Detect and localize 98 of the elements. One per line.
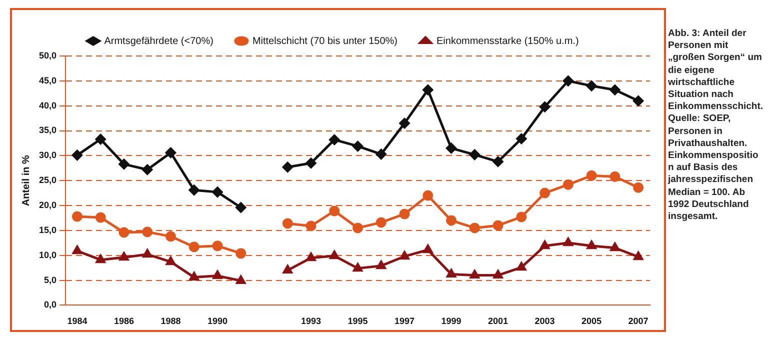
point bbox=[610, 84, 620, 96]
point bbox=[633, 182, 644, 193]
y-tick-label: 45,0 bbox=[38, 75, 57, 86]
legend-label: Einkommensstarke (150% u.m.) bbox=[436, 36, 579, 47]
point bbox=[118, 158, 130, 170]
point bbox=[330, 250, 340, 260]
point bbox=[376, 217, 386, 228]
point bbox=[586, 240, 596, 250]
point bbox=[166, 256, 176, 266]
point bbox=[492, 156, 504, 167]
y-tick-label: 15,0 bbox=[38, 224, 57, 235]
point bbox=[306, 220, 316, 232]
point bbox=[400, 251, 410, 260]
point bbox=[72, 150, 82, 160]
point bbox=[633, 96, 644, 106]
point bbox=[118, 227, 130, 238]
x-tick-label: 1999 bbox=[441, 316, 462, 326]
x-tick-label: 1990 bbox=[207, 316, 228, 326]
point bbox=[282, 265, 292, 274]
point bbox=[72, 246, 82, 254]
point bbox=[306, 252, 316, 262]
point bbox=[282, 218, 293, 229]
point bbox=[470, 270, 480, 279]
point bbox=[352, 222, 364, 234]
point bbox=[236, 248, 246, 259]
y-tick-label: 10,0 bbox=[38, 250, 57, 260]
point bbox=[188, 242, 200, 252]
point bbox=[212, 186, 223, 198]
point bbox=[142, 249, 152, 258]
point bbox=[540, 188, 550, 198]
point bbox=[469, 222, 480, 234]
x-tick-label: 1986 bbox=[114, 316, 134, 326]
x-tick-label: 2001 bbox=[488, 316, 508, 326]
point bbox=[469, 149, 480, 160]
point bbox=[95, 212, 106, 223]
point bbox=[586, 80, 597, 92]
point bbox=[610, 171, 620, 182]
point bbox=[540, 240, 550, 250]
point bbox=[446, 142, 457, 154]
point bbox=[610, 242, 620, 252]
point bbox=[119, 252, 129, 261]
y-tick-label: 5,0 bbox=[44, 274, 57, 285]
point bbox=[212, 240, 223, 252]
y-tick-label: 25,0 bbox=[38, 175, 57, 186]
x-tick-label: 2007 bbox=[628, 316, 648, 326]
y-tick-label: 50,0 bbox=[38, 50, 57, 60]
point bbox=[165, 147, 176, 158]
y-tick-label: 0,0 bbox=[44, 300, 57, 310]
point bbox=[399, 208, 410, 220]
x-tick-label: 2005 bbox=[582, 316, 602, 326]
point bbox=[422, 84, 434, 96]
point bbox=[516, 262, 526, 271]
point bbox=[376, 260, 386, 270]
point bbox=[142, 164, 153, 175]
point bbox=[562, 179, 574, 190]
point bbox=[329, 206, 340, 216]
y-axis-title: Anteil in % bbox=[20, 154, 32, 206]
point bbox=[96, 254, 106, 264]
x-tick-label: 1988 bbox=[160, 316, 181, 326]
point bbox=[72, 211, 82, 222]
point bbox=[165, 231, 176, 242]
legend-label: Armtsgefährdete (<70%) bbox=[104, 36, 214, 47]
point bbox=[516, 133, 527, 144]
point bbox=[189, 272, 199, 281]
point bbox=[493, 270, 503, 279]
point bbox=[423, 244, 433, 254]
legend-label: Mittelschicht (70 bis unter 150%) bbox=[252, 36, 398, 47]
point bbox=[282, 162, 293, 172]
x-tick-label: 1993 bbox=[300, 316, 322, 326]
point bbox=[634, 252, 644, 260]
x-tick-label: 1997 bbox=[394, 316, 415, 326]
point bbox=[563, 238, 573, 246]
point bbox=[422, 190, 434, 201]
point bbox=[540, 102, 550, 112]
text: Abb. 3: Anteil der Personen mit „großen Sorgen“ um die eigene wirtschaftliche Situation nach Einkommensschicht. Quelle: SOEP, Personen in Privathaushalten. Einkommensposition auf Basis des jahresspezifischen Median = 100. Ab 1992 Deutschland insgesamt. bbox=[668, 28, 764, 222]
point bbox=[236, 276, 246, 284]
point bbox=[586, 170, 597, 181]
point bbox=[492, 220, 504, 231]
x-tick-label: 2003 bbox=[534, 316, 555, 326]
y-tick-label: 35,0 bbox=[38, 125, 57, 136]
y-tick-label: 20,0 bbox=[38, 200, 57, 210]
point bbox=[562, 76, 574, 86]
point bbox=[306, 158, 316, 168]
point bbox=[329, 134, 340, 145]
x-tick-label: 1984 bbox=[67, 316, 88, 326]
point bbox=[188, 184, 200, 196]
point bbox=[399, 118, 410, 129]
point bbox=[352, 140, 364, 152]
point bbox=[516, 212, 527, 222]
point bbox=[95, 134, 106, 144]
point bbox=[236, 202, 246, 213]
point bbox=[142, 226, 153, 238]
point bbox=[212, 270, 222, 280]
x-tick-label: 1995 bbox=[348, 316, 368, 326]
point bbox=[446, 215, 457, 226]
point bbox=[376, 148, 386, 160]
y-tick-label: 30,0 bbox=[38, 150, 57, 160]
y-tick-label: 40,0 bbox=[38, 100, 57, 110]
